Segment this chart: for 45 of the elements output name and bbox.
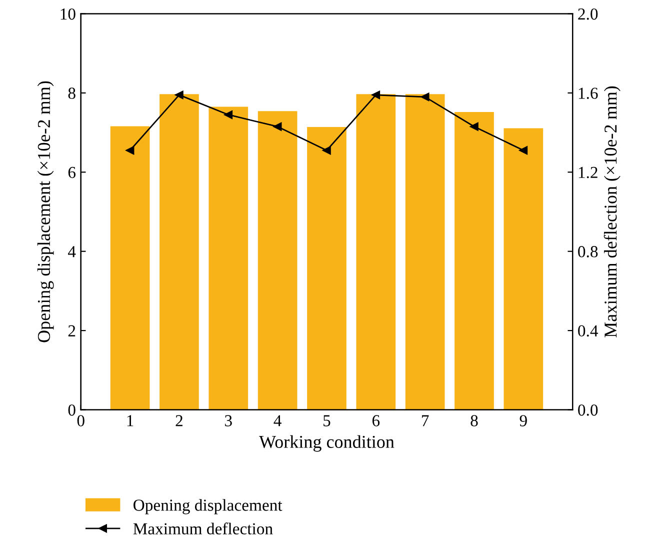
x-tick-label: 6 <box>372 415 380 426</box>
x-tick-label: 1 <box>127 415 134 426</box>
point <box>372 90 380 100</box>
point <box>224 110 233 119</box>
y-tick-label: 10 <box>60 8 76 20</box>
x-axis-title: Working condition <box>259 435 394 452</box>
x-tick-label: 9 <box>520 415 527 426</box>
point <box>519 146 528 155</box>
y-tick-label: 8 <box>68 88 76 99</box>
x-tick-label: 0 <box>77 415 84 426</box>
bar <box>504 128 544 410</box>
y2-tick-label: 0.0 <box>578 404 598 416</box>
y2-tick-label: 2.0 <box>578 8 598 20</box>
y2-axis-title: Maximum deflection (×10e-2 mm) <box>604 86 620 338</box>
point <box>126 146 134 155</box>
bar <box>110 126 150 410</box>
point <box>273 122 282 131</box>
point <box>322 146 331 155</box>
y-tick-label: 2 <box>68 325 76 336</box>
x-tick-label: 5 <box>324 415 330 426</box>
bar <box>454 112 494 410</box>
y2-tick-label: 0.4 <box>578 325 598 337</box>
y-tick-label: 0 <box>68 404 76 416</box>
bar <box>160 94 199 410</box>
y2-tick-label: 1.6 <box>578 88 598 99</box>
point <box>175 90 184 100</box>
y2-tick-label: 1.2 <box>578 166 598 178</box>
x-tick-label: 8 <box>470 415 478 426</box>
bar <box>208 106 248 410</box>
y-axis-title: Opening displacement (×10e-2 mm) <box>37 81 54 342</box>
x-tick-label: 3 <box>225 415 232 426</box>
x-tick-label: 2 <box>176 415 182 426</box>
x-tick-label: 7 <box>422 415 429 426</box>
legend-label: Opening displacement <box>134 499 282 514</box>
legend-label: Maximum deflection <box>133 522 273 534</box>
y-tick-label: 6 <box>68 166 76 178</box>
bar <box>356 94 396 410</box>
point <box>470 122 478 131</box>
bar <box>307 127 346 410</box>
y2-tick-label: 0.8 <box>578 246 598 258</box>
y-tick-label: 4 <box>68 246 76 258</box>
bar <box>405 94 445 410</box>
x-tick-label: 4 <box>274 415 282 426</box>
point <box>420 92 430 102</box>
bar <box>258 111 298 410</box>
